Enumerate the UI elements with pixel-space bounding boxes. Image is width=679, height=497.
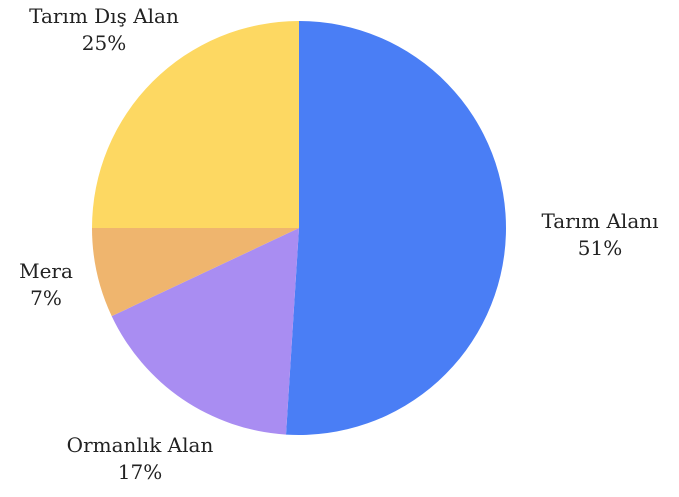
pie-slice-ormanlik-alan	[111, 228, 299, 435]
slice-label-mera: Mera 7%	[19, 258, 73, 312]
slice-name-tarim-dis-alan: Tarım Dış Alan	[29, 4, 179, 28]
slice-name-ormanlik-alan: Ormanlık Alan	[66, 433, 214, 457]
slice-value-tarim-alani: 51%	[577, 236, 623, 260]
slice-name-tarim-alani: Tarım Alanı	[541, 209, 659, 233]
pie-slice-tarim-alani	[286, 21, 507, 435]
slice-label-tarim-alani: Tarım Alanı 51%	[541, 208, 658, 262]
slice-label-tarim-dis-alan: Tarım Dış Alan 25%	[29, 3, 179, 57]
pie-slices	[92, 21, 507, 435]
pie-slice-mera	[92, 228, 299, 317]
pie-slice-tarim-dis-alan	[92, 21, 299, 228]
slice-value-tarim-dis-alan: 25%	[81, 31, 127, 55]
slice-name-mera: Mera	[19, 259, 73, 283]
slice-label-ormanlik-alan: Ormanlık Alan 17%	[67, 432, 214, 486]
slice-value-ormanlik-alan: 17%	[117, 460, 163, 484]
slice-value-mera: 7%	[30, 286, 62, 310]
